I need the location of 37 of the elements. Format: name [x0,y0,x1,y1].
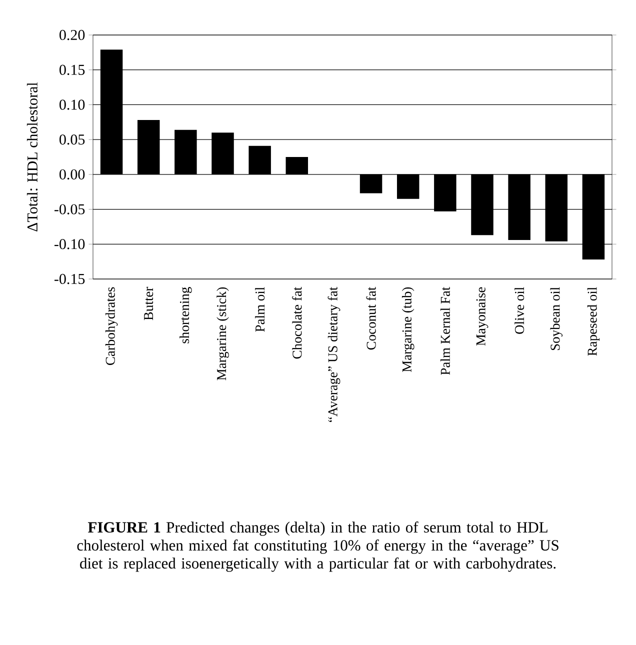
x-tick-label: Palm oil [255,287,265,332]
y-tick-label: 0.10 [60,100,85,110]
x-tick-label: “Average” US dietary fat [328,286,340,422]
bar [248,146,271,174]
x-tick-label: shortening [180,287,192,344]
y-tick-label: -0.05 [54,204,85,214]
y-tick-label: -0.15 [54,274,85,284]
y-tick-label: 0.20 [60,30,85,40]
x-tick-label: Mayonaise [476,287,488,346]
x-tick-label: Carbohydrates [105,287,118,365]
text: FIGURE 1 Predicted changes (delta) in the ratio of serum total to HDL cholesterol when mixed fat constituting 10% of energy in the “average” US diet is replaced isoenergetically with a particular fat or with carbohydrates. [77,522,558,572]
bar [582,174,605,260]
bar [508,174,530,240]
x-tick-label: Olive oil [514,287,524,334]
x-tick-label: Butter [144,286,154,320]
x-tick-label: Chocolate fat [292,286,302,359]
x-tick-label: Margarine (tub) [402,287,414,372]
y-tick-label: 0.00 [60,169,85,180]
y-tick-label: 0.05 [60,134,85,145]
x-tick-label: Margarine (stick) [216,287,229,380]
bar [396,174,420,199]
x-tick-label: Rapeseed oil [587,287,600,356]
bar [286,157,308,174]
y-axis-title: ΔTotal: HDL cholestoral [26,82,38,232]
x-tick-label: Palm Kernal Fat [440,286,450,375]
bar [545,174,568,242]
y-tick-label: 0.15 [60,64,85,75]
x-tick-label: Soybean oil [550,287,563,350]
bar [212,132,234,174]
bar [360,174,382,194]
bar [137,120,160,174]
y-tick-label: -0.10 [54,239,85,250]
bar [471,174,494,236]
bar [100,50,123,174]
bar [434,174,456,212]
bar [174,130,197,174]
x-tick-label: Coconut fat [366,286,376,350]
